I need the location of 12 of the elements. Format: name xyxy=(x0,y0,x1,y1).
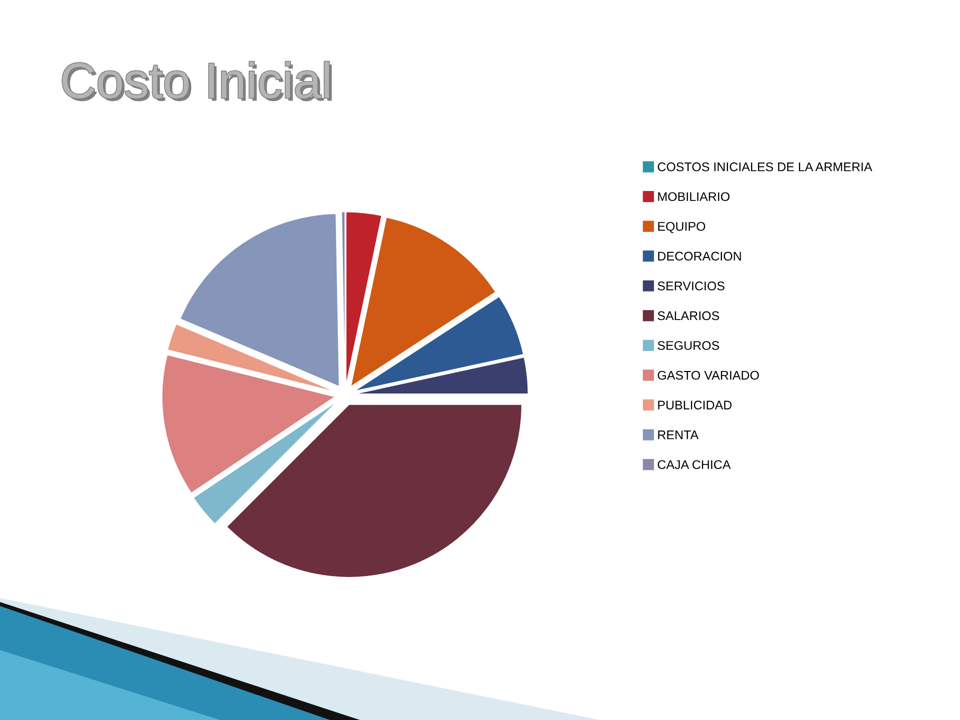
chart-title: Costo Inicial xyxy=(62,62,332,102)
legend-label: EQUIPO xyxy=(658,222,706,234)
legend-label: SEGUROS xyxy=(658,341,720,350)
legend-label: PUBLICIDAD xyxy=(658,400,732,410)
legend-label: MOBILIARIO xyxy=(658,192,730,202)
legend-label: RENTA xyxy=(658,430,699,440)
legend-label: DECORACION xyxy=(658,252,741,261)
legend-label: COSTOS INICIALES DE LA ARMERIA xyxy=(658,162,872,172)
legend-label: CAJA CHICA xyxy=(658,460,731,470)
legend-label: GASTO VARIADO xyxy=(658,370,759,380)
legend-label: SALARIOS xyxy=(658,311,720,320)
legend-label: SERVICIOS xyxy=(658,282,724,290)
